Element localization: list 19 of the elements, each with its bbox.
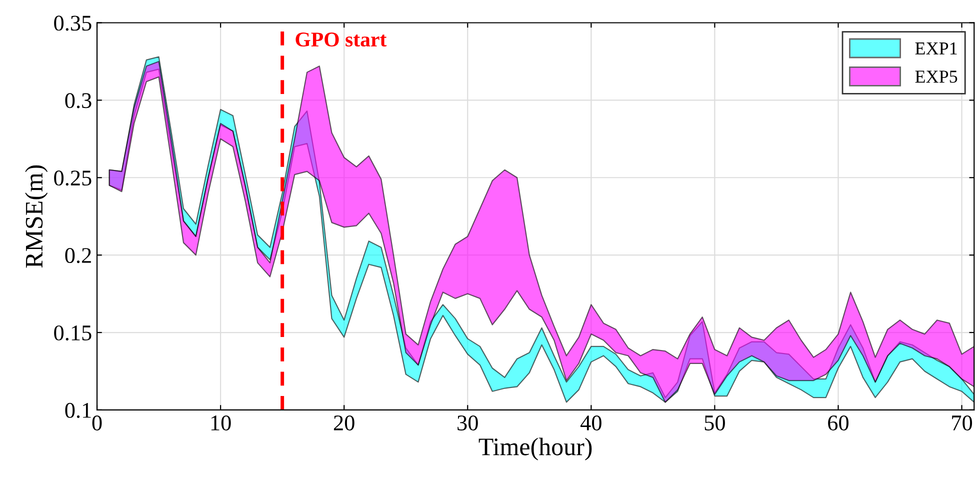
ref-line-label: GPO start xyxy=(296,32,387,47)
y-tick-label: 0.15 xyxy=(54,325,92,341)
y-tick-label: 0.35 xyxy=(54,16,92,31)
x-tick-label: 30 xyxy=(458,415,478,430)
legend-label: EXP5 xyxy=(915,70,958,83)
y-tick-label: 0.25 xyxy=(54,170,92,186)
x-tick-label: 40 xyxy=(580,415,602,430)
y-axis-title: RMSE(m) xyxy=(25,165,48,268)
x-tick-label: 70 xyxy=(952,415,972,430)
y-tick-label: 0.2 xyxy=(65,248,91,264)
x-tick-label: 20 xyxy=(334,415,354,430)
x-tick-label: 0 xyxy=(92,415,102,430)
x-tick-label: 10 xyxy=(211,415,231,430)
x-axis-title: Time(hour) xyxy=(478,438,592,460)
y-tick-label: 0.3 xyxy=(65,93,92,108)
x-tick-label: 60 xyxy=(828,415,848,430)
x-tick-label: 50 xyxy=(704,415,725,430)
legend-label: EXP1 xyxy=(915,42,957,54)
y-tick-label: 0.1 xyxy=(65,402,91,418)
